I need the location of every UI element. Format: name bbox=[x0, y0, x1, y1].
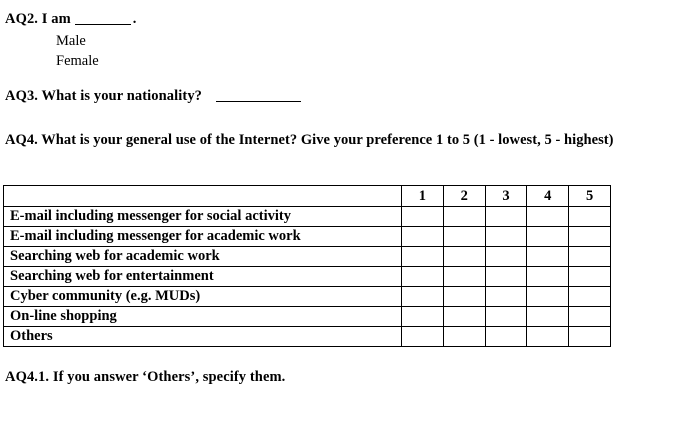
rating-cell[interactable] bbox=[568, 306, 611, 327]
rating-cell[interactable] bbox=[568, 206, 611, 227]
rating-cell[interactable] bbox=[401, 246, 444, 267]
rating-cell[interactable] bbox=[484, 266, 528, 287]
rating-cell[interactable] bbox=[401, 206, 444, 227]
rating-cell[interactable] bbox=[484, 286, 528, 307]
table-row: Cyber community (e.g. MUDs) bbox=[3, 286, 611, 307]
question-aq41-prompt: AQ4.1. If you answer ‘Others’, specify t… bbox=[5, 369, 286, 385]
rating-header-1: 1 bbox=[401, 185, 444, 207]
question-aq4-prompt: AQ4. What is your general use of the Int… bbox=[5, 132, 614, 148]
rating-cell[interactable] bbox=[526, 306, 570, 327]
table-header-row: 1 2 3 4 5 bbox=[3, 185, 611, 207]
table-row: Searching web for academic work bbox=[3, 246, 611, 267]
row-label: Searching web for entertainment bbox=[3, 266, 402, 287]
table-corner-header bbox=[3, 185, 402, 207]
rating-cell[interactable] bbox=[401, 226, 444, 247]
aq2-prompt-suffix: . bbox=[132, 11, 137, 27]
internet-usage-rating-table: 1 2 3 4 5 E-mail including messenger for… bbox=[3, 185, 611, 347]
table-row: E-mail including messenger for academic … bbox=[3, 226, 611, 247]
row-label: Others bbox=[3, 326, 402, 347]
row-label: E-mail including messenger for academic … bbox=[3, 226, 402, 247]
rating-cell[interactable] bbox=[442, 326, 486, 347]
rating-cell[interactable] bbox=[568, 266, 611, 287]
rating-cell[interactable] bbox=[442, 246, 486, 267]
table-row: E-mail including messenger for social ac… bbox=[3, 206, 611, 227]
row-label: On-line shopping bbox=[3, 306, 402, 327]
rating-header-3: 3 bbox=[484, 185, 528, 207]
rating-cell[interactable] bbox=[526, 206, 570, 227]
rating-cell[interactable] bbox=[526, 266, 570, 287]
table-row: On-line shopping bbox=[3, 306, 611, 327]
rating-cell[interactable] bbox=[442, 226, 486, 247]
rating-cell[interactable] bbox=[484, 206, 528, 227]
rating-cell[interactable] bbox=[526, 246, 570, 267]
rating-cell[interactable] bbox=[484, 246, 528, 267]
question-aq3-prompt: AQ3. What is your nationality? bbox=[5, 87, 302, 106]
rating-cell[interactable] bbox=[484, 326, 528, 347]
rating-cell[interactable] bbox=[526, 286, 570, 307]
rating-cell[interactable] bbox=[442, 286, 486, 307]
table-row: Searching web for entertainment bbox=[3, 266, 611, 287]
rating-cell[interactable] bbox=[401, 326, 444, 347]
row-label: Cyber community (e.g. MUDs) bbox=[3, 286, 402, 307]
rating-cell[interactable] bbox=[401, 286, 444, 307]
rating-header-5: 5 bbox=[568, 185, 611, 207]
aq2-option-male[interactable]: Male bbox=[56, 33, 86, 49]
rating-cell[interactable] bbox=[401, 266, 444, 287]
aq2-answer-blank[interactable] bbox=[74, 24, 131, 25]
row-label: Searching web for academic work bbox=[3, 246, 402, 267]
rating-cell[interactable] bbox=[442, 306, 486, 327]
question-aq2-prompt: AQ2. I am. bbox=[5, 10, 136, 29]
rating-cell[interactable] bbox=[568, 226, 611, 247]
rating-cell[interactable] bbox=[401, 306, 444, 327]
rating-cell[interactable] bbox=[568, 286, 611, 307]
table-row: Others bbox=[3, 326, 611, 347]
aq2-option-female[interactable]: Female bbox=[56, 53, 99, 69]
rating-cell[interactable] bbox=[442, 206, 486, 227]
rating-cell[interactable] bbox=[526, 226, 570, 247]
rating-cell[interactable] bbox=[442, 266, 486, 287]
aq2-prompt-prefix: AQ2. I am bbox=[5, 11, 71, 27]
rating-cell[interactable] bbox=[568, 326, 611, 347]
rating-cell[interactable] bbox=[568, 246, 611, 267]
rating-cell[interactable] bbox=[484, 306, 528, 327]
rating-cell[interactable] bbox=[526, 326, 570, 347]
rating-header-2: 2 bbox=[442, 185, 486, 207]
row-label: E-mail including messenger for social ac… bbox=[3, 206, 402, 227]
aq3-answer-blank[interactable] bbox=[216, 101, 302, 102]
aq3-prompt-text: AQ3. What is your nationality? bbox=[5, 88, 203, 104]
rating-cell[interactable] bbox=[484, 226, 528, 247]
rating-header-4: 4 bbox=[526, 185, 570, 207]
